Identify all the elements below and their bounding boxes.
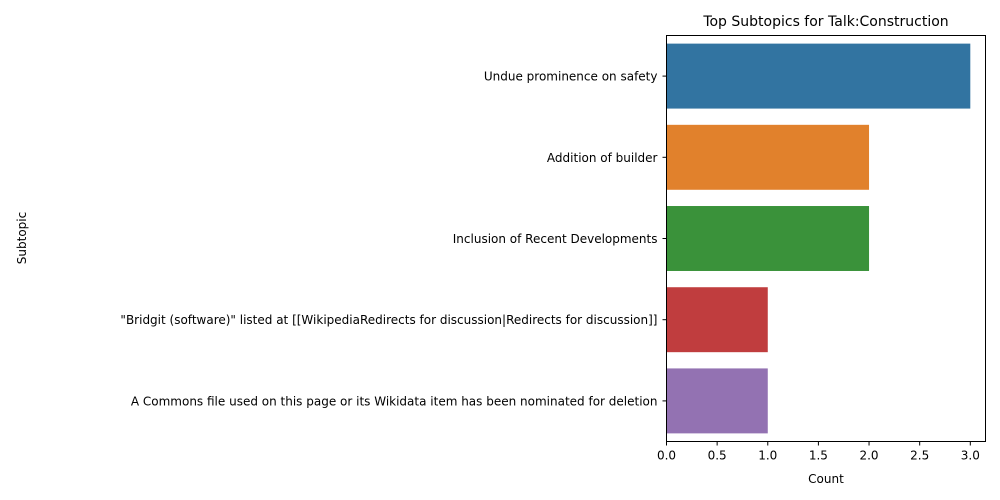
bar (666, 124, 870, 190)
y-tick-label: Addition of builder (547, 151, 658, 165)
bar (666, 368, 768, 434)
x-tick-label: 3.0 (961, 449, 980, 463)
x-tick-label: 2.5 (910, 449, 929, 463)
x-tick-label: 2.0 (859, 449, 878, 463)
bar (666, 206, 870, 271)
y-ticks-group: Undue prominence on safety Addition of bu… (120, 70, 667, 408)
x-axis-title: Count (808, 472, 844, 486)
x-tick-label: 0.0 (657, 449, 676, 463)
x-tick-label: 1.0 (758, 449, 777, 463)
y-tick-label: Undue prominence on safety (484, 70, 658, 84)
bars-group (666, 43, 971, 434)
y-tick-label: "Bridgit (software)" listed at [[Wikiped… (120, 313, 657, 327)
y-tick-label: Inclusion of Recent Developments (453, 232, 658, 246)
chart-title: Top Subtopics for Talk:Construction (702, 14, 948, 30)
x-tick-label: 1.5 (809, 449, 828, 463)
y-axis-title: Subtopic (15, 212, 29, 264)
x-tick-label: 0.5 (708, 449, 727, 463)
bar (666, 43, 971, 109)
x-ticks-group: 0.0 0.5 1.0 1.5 2.0 2.5 3.0 (657, 441, 980, 463)
bar (666, 287, 768, 353)
plot-frame (666, 35, 986, 442)
y-tick-label: A Commons file used on this page or its … (131, 394, 658, 408)
